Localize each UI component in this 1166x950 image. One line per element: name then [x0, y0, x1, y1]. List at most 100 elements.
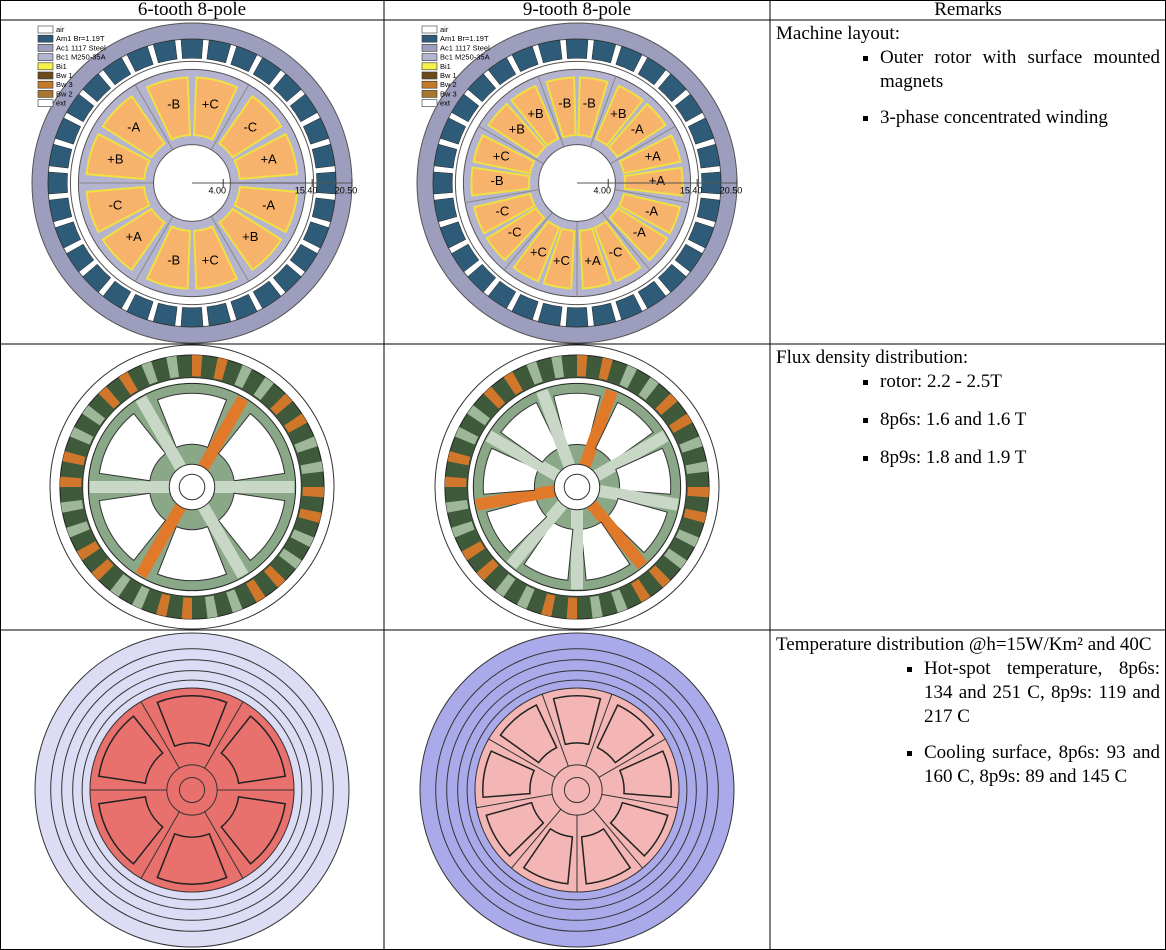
- contour: [61, 659, 323, 921]
- flux-patch: [683, 508, 707, 523]
- coil: [542, 227, 576, 290]
- magnet: [47, 171, 68, 195]
- coil: [145, 76, 192, 141]
- flux-plot: [49, 344, 335, 630]
- flux-patch: [110, 573, 131, 597]
- flux-patch: [302, 487, 325, 498]
- magnet: [657, 73, 687, 103]
- flux-patch: [467, 405, 491, 426]
- coil-label: +B: [509, 122, 525, 137]
- tooth-flux: [536, 388, 575, 468]
- tooth-flux: [485, 430, 561, 481]
- legend-label: Bi1: [56, 62, 67, 71]
- axis-label: 15.40: [295, 185, 318, 195]
- remarks-heading: Temperature distribution @h=15W/Km² and …: [776, 634, 1152, 655]
- magnet: [687, 221, 715, 249]
- slot-outline: [552, 695, 602, 746]
- flux-patch: [566, 597, 577, 620]
- magnet: [230, 293, 258, 321]
- flux-patch: [118, 371, 138, 395]
- coil: [623, 166, 684, 197]
- coil: [618, 134, 682, 175]
- magnet: [432, 171, 453, 195]
- flux-patch: [655, 393, 678, 416]
- coil-label: +A: [645, 149, 662, 164]
- flux-patch: [253, 377, 274, 401]
- tooth-edge: [478, 125, 544, 165]
- tooth-edge: [537, 76, 565, 148]
- coil-label: +C: [530, 245, 547, 260]
- magnet: [311, 197, 336, 223]
- magnet: [152, 302, 178, 327]
- remarks-item: Cooling surface, 8p6s: 93 and 160 C, 8p9…: [924, 741, 1160, 789]
- coil-label: -A: [631, 122, 644, 137]
- machine-layout: -B -B+B-A+A+A-A-A-C+A+C+C-C-C-B+C+B+B4.00…: [416, 22, 742, 344]
- slot: [486, 497, 548, 554]
- flux-patch: [60, 500, 84, 513]
- flux-patch: [66, 521, 90, 538]
- coil-label: -A: [262, 198, 275, 213]
- magnet: [126, 293, 154, 321]
- contour: [50, 648, 334, 932]
- legend-label: Ac1 1117 Steel: [56, 43, 106, 52]
- header-cell: 6-tooth 8-pole: [137, 0, 247, 20]
- magnet: [615, 293, 643, 321]
- magnet: [180, 307, 204, 328]
- remarks-item: 8p9s: 1.8 and 1.9 T: [880, 446, 1160, 470]
- slot-outline: [97, 715, 164, 784]
- shaft: [178, 776, 206, 804]
- coil-label: +C: [493, 149, 510, 164]
- magnet: [272, 73, 302, 103]
- slot-outline: [618, 750, 672, 799]
- flux-patch: [590, 595, 603, 619]
- flux-patch: [495, 573, 516, 597]
- tooth-line: [511, 808, 562, 869]
- shaft: [563, 776, 591, 804]
- coil: [85, 132, 151, 181]
- tooth-flux: [506, 500, 567, 570]
- magnet: [206, 302, 232, 327]
- flux-patch: [631, 579, 651, 603]
- magnet: [511, 45, 539, 73]
- magnet: [657, 263, 687, 293]
- magnet: [674, 243, 703, 273]
- magnet: [615, 45, 643, 73]
- flux-patch: [76, 541, 100, 561]
- magnet: [433, 143, 458, 169]
- coil: [218, 207, 283, 272]
- temperature-plot: [419, 632, 735, 948]
- tooth-line: [204, 811, 244, 879]
- legend-swatch: [37, 99, 54, 107]
- magnet: [289, 93, 318, 123]
- tooth-line: [140, 811, 180, 879]
- coil: [192, 225, 239, 290]
- tooth-edge: [614, 189, 689, 204]
- slot-outline: [156, 832, 228, 885]
- magnet: [54, 117, 82, 145]
- coil: [472, 134, 536, 175]
- slot-outline: [220, 796, 287, 865]
- legend-swatch: [421, 44, 438, 52]
- tooth-edge: [610, 125, 676, 165]
- magnet: [565, 38, 589, 59]
- magnet: [180, 38, 204, 59]
- coil: [578, 227, 612, 290]
- magnet: [230, 45, 258, 73]
- magnet: [272, 263, 302, 293]
- flux-patch: [526, 361, 543, 385]
- legend-swatch: [421, 34, 438, 43]
- legend-label: Bw 2: [440, 80, 457, 89]
- coil: [545, 76, 577, 139]
- legend-swatch: [37, 80, 54, 89]
- legend-label: Bw 3: [440, 89, 457, 98]
- flux-patch: [192, 354, 203, 377]
- magnet: [433, 197, 458, 223]
- coil: [101, 207, 166, 272]
- legend-label: Bw 1: [440, 71, 457, 80]
- magnet: [637, 57, 667, 86]
- flux-patch: [82, 405, 106, 426]
- coil-label: -C: [496, 203, 510, 218]
- tooth-edge: [134, 84, 174, 150]
- remarks-heading: Machine layout:: [776, 23, 900, 44]
